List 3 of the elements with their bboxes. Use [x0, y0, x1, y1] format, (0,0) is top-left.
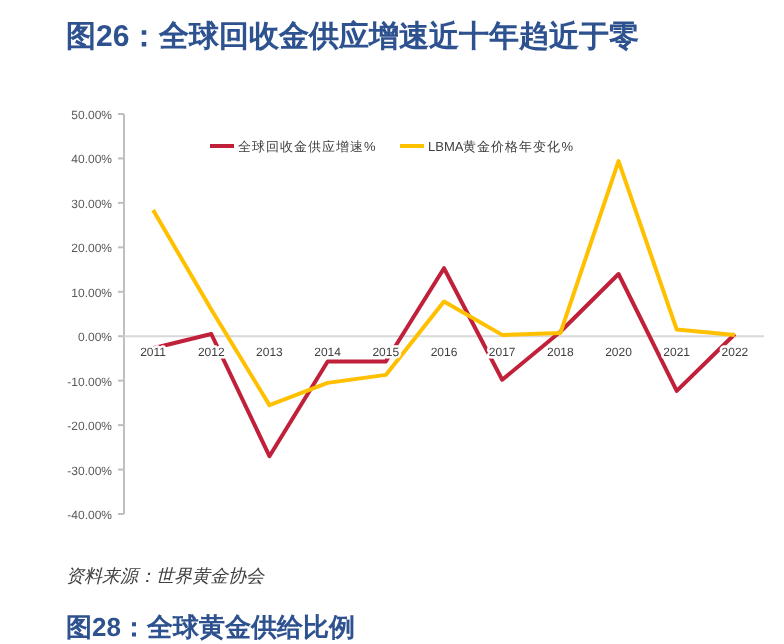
- caption: 图28：全球黄金供给比例: [66, 612, 355, 642]
- chart-title: 图26：全球回收金供应增速近十年趋近于零: [66, 18, 640, 54]
- text: 资料来源：世界黄金协会: [66, 566, 266, 586]
